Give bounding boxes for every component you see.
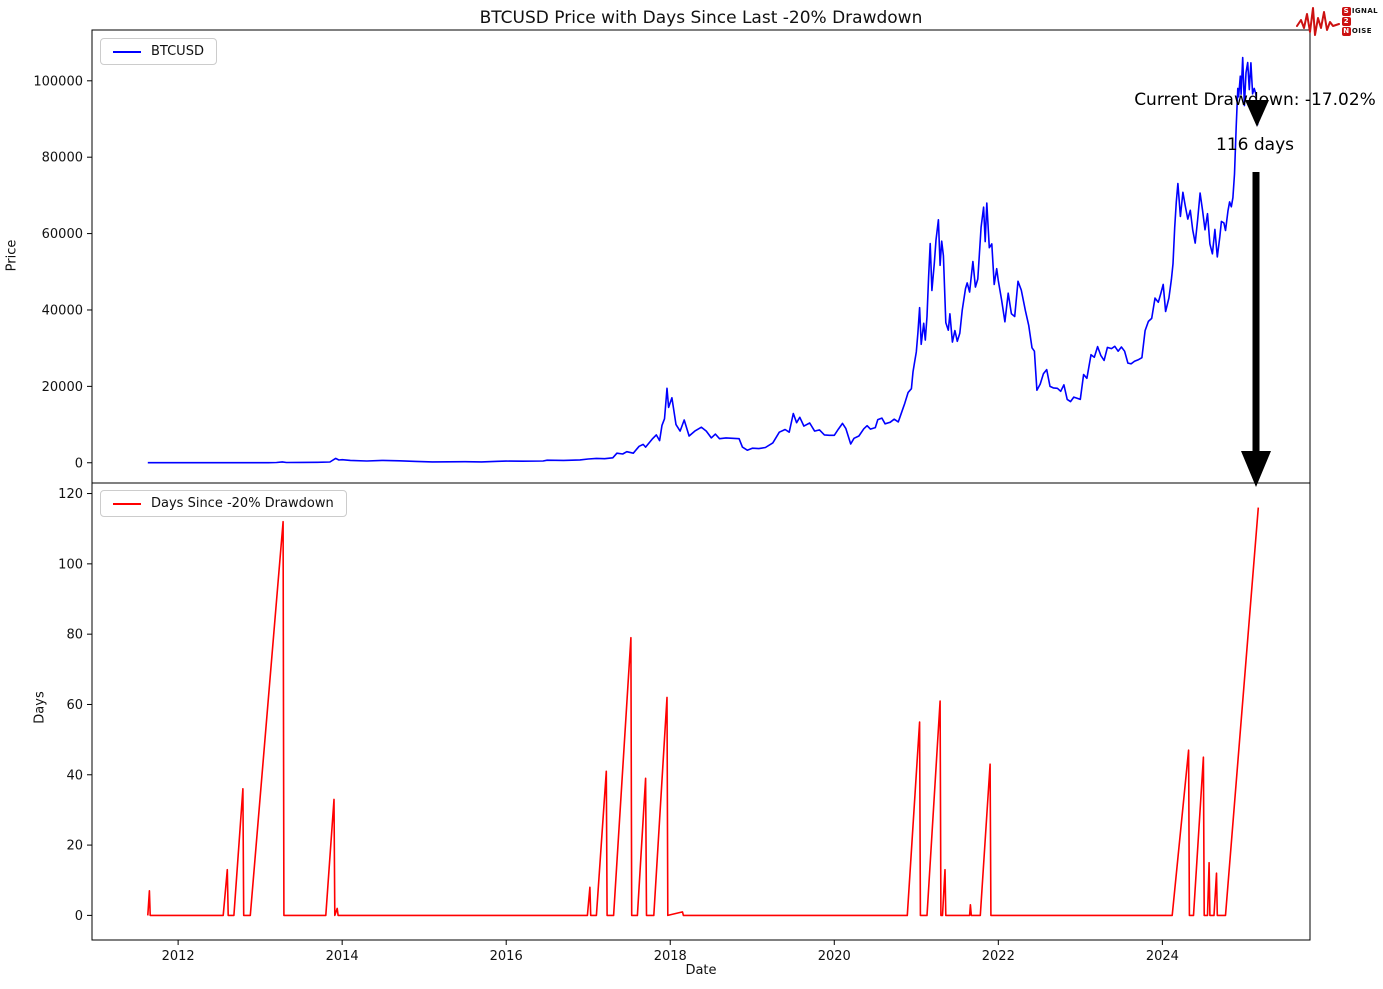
annotation-current-drawdown: Current Drawdown: -17.02% (1134, 90, 1376, 110)
logo-word-oise: OISE (1351, 26, 1372, 35)
x-tick-label: 2024 (1146, 949, 1179, 964)
y-tick-label: 0 (75, 909, 83, 924)
legend-line-days (113, 502, 141, 505)
annotation-layer (1241, 100, 1271, 487)
x-tick-label: 2022 (982, 949, 1015, 964)
x-tick-label: 2018 (654, 949, 687, 964)
y-tick-label: 20000 (42, 380, 83, 395)
x-tick-label: 2012 (162, 949, 195, 964)
legend-days: Days Since -20% Drawdown (100, 490, 347, 517)
days-arrow-head (1241, 451, 1271, 487)
legend-label-btcusd: BTCUSD (151, 44, 204, 59)
x-tick-label: 2014 (326, 949, 359, 964)
x-tick-label: 2020 (818, 949, 851, 964)
logo-badge-s: S (1341, 6, 1351, 16)
y-tick-label: 120 (58, 487, 83, 502)
chart-title: BTCUSD Price with Days Since Last -20% D… (479, 8, 923, 28)
logo-badge-2: 2 (1341, 16, 1351, 26)
y-tick-label: 80 (66, 628, 83, 643)
days-axes-border (91, 482, 1311, 941)
y-axis-label-days: Days (32, 691, 48, 724)
days-series-line (147, 507, 1260, 917)
price-series-line (147, 56, 1260, 464)
x-axis-label-date: Date (685, 963, 717, 978)
drawdown-pointer-arrowhead (1245, 100, 1269, 127)
legend-price: BTCUSD (100, 38, 217, 65)
logo-word-ignal: IGNAL (1351, 6, 1378, 15)
days-arrow-shaft (1252, 172, 1260, 453)
logo-badge-n: N (1341, 26, 1351, 36)
days-subplot: 0 20 40 60 80 100 120 2012 2014 2016 2018 2020 2022 2… (58, 482, 1311, 964)
y-tick-label: 60000 (42, 227, 83, 242)
annotation-116-days: 116 days (1216, 135, 1294, 155)
y-tick-label: 60 (66, 698, 83, 713)
legend-line-btcusd (113, 50, 141, 53)
price-axes-border (91, 29, 1311, 484)
y-tick-label: 100000 (33, 74, 83, 89)
legend-label-days: Days Since -20% Drawdown (151, 496, 334, 511)
y-tick-label: 40000 (42, 303, 83, 318)
y-tick-label: 40 (66, 768, 83, 783)
y-tick-label: 0 (75, 456, 83, 471)
y-tick-label: 20 (66, 839, 83, 854)
y-tick-label: 100 (58, 557, 83, 572)
price-subplot: 0 20000 40000 60000 80000 100000 (33, 29, 1311, 484)
y-tick-label: 80000 (42, 151, 83, 166)
y-axis-label-price: Price (4, 239, 20, 272)
logo-text: S IGNAL 2 N OISE (1341, 6, 1378, 36)
x-tick-label: 2016 (490, 949, 523, 964)
signal2noise-logo: S IGNAL 2 N OISE (1295, 4, 1378, 38)
waveform-icon (1295, 7, 1340, 36)
